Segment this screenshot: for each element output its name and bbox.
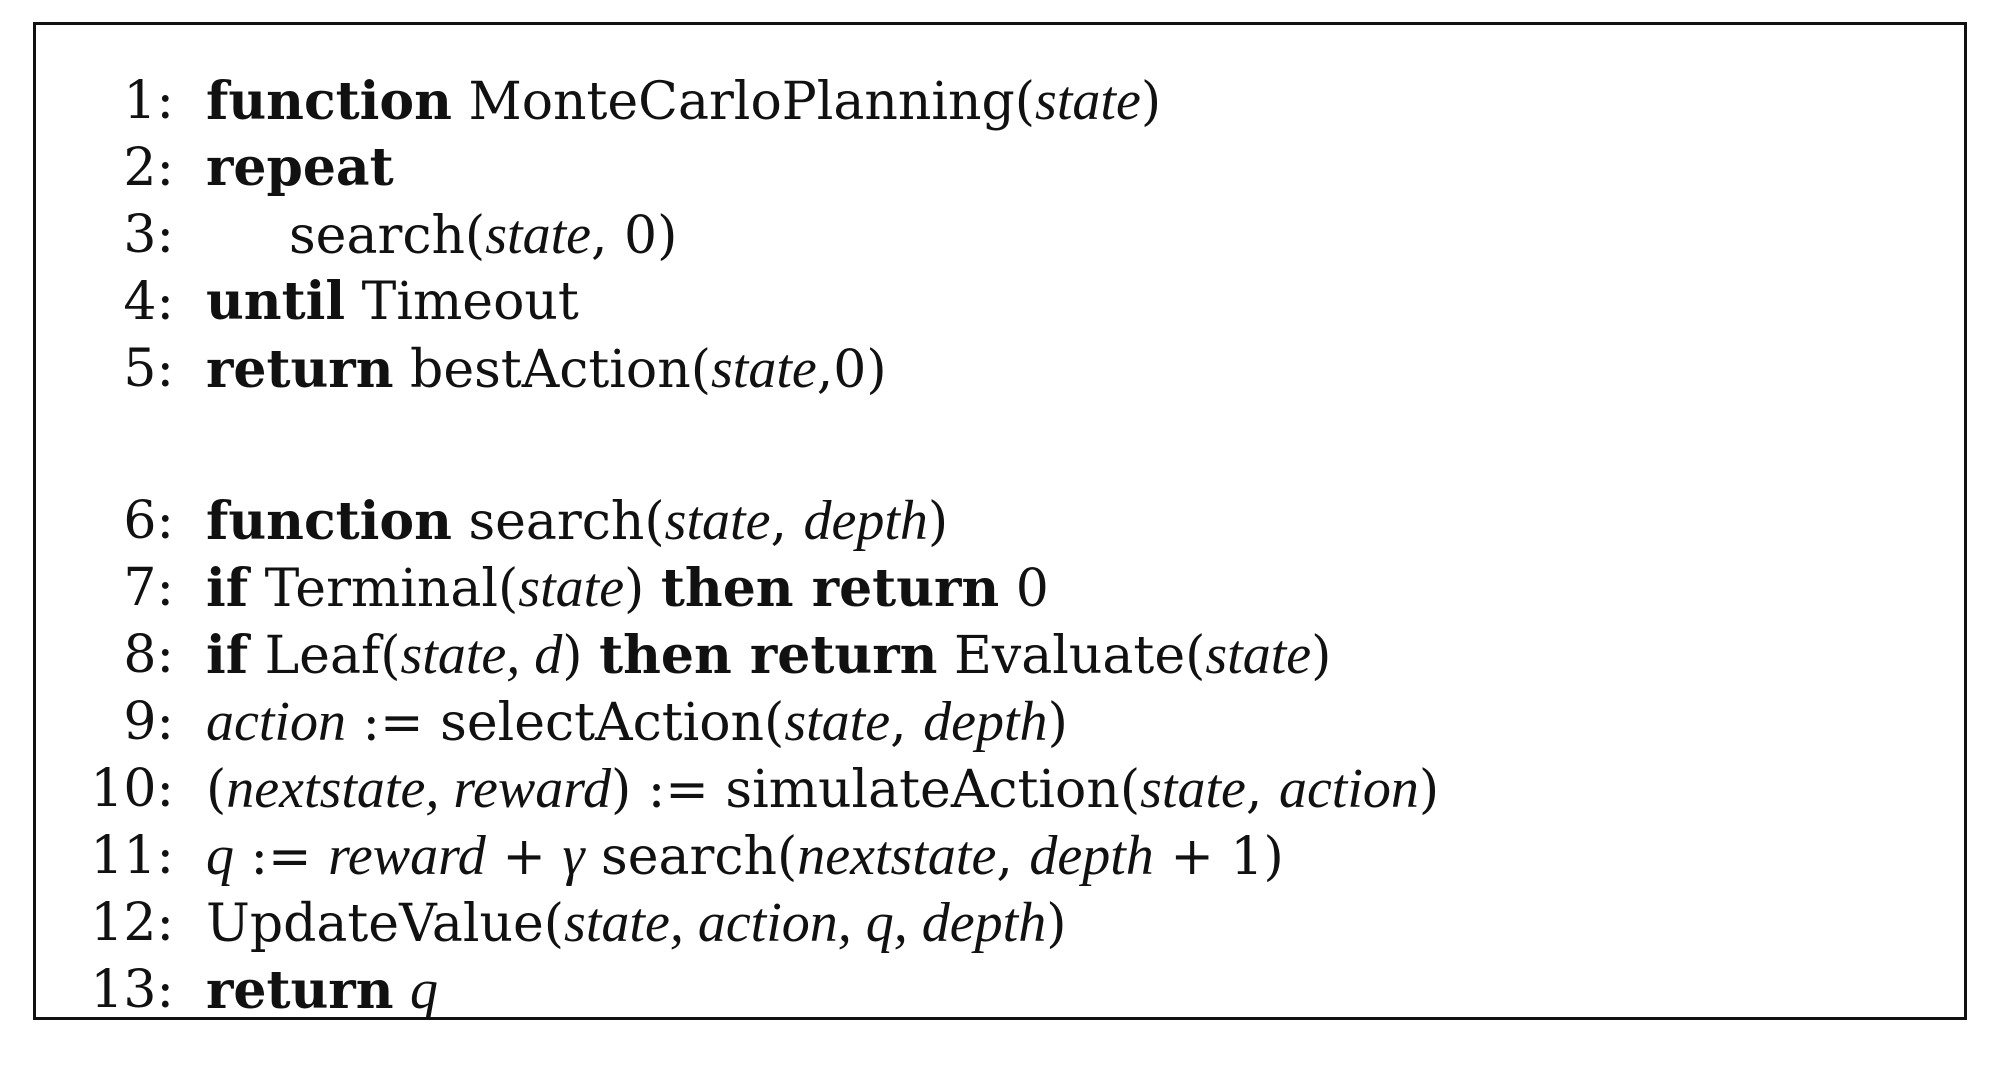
variable: state, action, q, depth — [564, 892, 1047, 954]
code-text: Leaf( — [248, 626, 401, 686]
variable: nextstate, reward — [226, 758, 611, 820]
line-number: 11: — [90, 826, 174, 886]
keyword: then return — [660, 558, 1000, 619]
keyword: return — [206, 960, 394, 1021]
keyword: function — [206, 71, 452, 132]
line-content: (nextstate, reward) := simulateAction(st… — [206, 758, 1439, 821]
code-text: ) — [624, 559, 661, 619]
code-text: ) — [927, 492, 949, 552]
code-text: Terminal( — [248, 559, 519, 619]
code-text: , — [996, 827, 1030, 887]
line-number: 13: — [90, 960, 174, 1020]
code-text: search( — [451, 492, 665, 552]
line-content: q := reward + γ search(nextstate, depth … — [206, 825, 1284, 888]
line-number: 2: — [123, 138, 174, 198]
variable: reward — [328, 825, 486, 887]
code-text: 0 — [999, 559, 1049, 619]
line-number: 5: — [123, 339, 174, 399]
line-content: until Timeout — [206, 271, 579, 333]
line-number: 6: — [123, 491, 174, 551]
code-text: ) — [1046, 894, 1067, 954]
line-number: 4: — [123, 272, 174, 332]
variable: depth — [803, 490, 928, 552]
code-text: , 0) — [590, 206, 678, 266]
code-text: UpdateValue( — [206, 894, 565, 954]
line-number: 1: — [123, 71, 174, 131]
code-text: + 1) — [1153, 827, 1284, 887]
code-text: ) — [1311, 626, 1332, 686]
variable: q — [410, 959, 439, 1021]
line-content: function MonteCarloPlanning(state) — [206, 70, 1161, 133]
variable: γ — [562, 825, 585, 887]
code-text: ) — [1140, 72, 1162, 132]
variable: action — [1278, 758, 1419, 820]
variable: q — [206, 825, 234, 887]
code-text: Evaluate( — [937, 626, 1206, 686]
variable: state — [1035, 70, 1141, 132]
line-number: 9: — [123, 692, 174, 752]
algorithm-box: 1: function MonteCarloPlanning(state) 2:… — [33, 22, 1967, 1022]
line-number: 7: — [123, 558, 174, 618]
code-text: MonteCarloPlanning( — [451, 72, 1036, 132]
line-content: return q — [206, 959, 438, 1022]
line-content: search(state, 0) — [289, 204, 677, 267]
variable: depth — [923, 691, 1048, 753]
code-text: ) — [562, 626, 600, 686]
code-text: ) — [1418, 760, 1440, 820]
code-text: , — [770, 492, 804, 552]
code-text: , — [1245, 760, 1279, 820]
code-text: ( — [206, 760, 227, 820]
variable: state — [518, 557, 625, 619]
keyword: repeat — [206, 137, 394, 198]
line-content: return bestAction(state,0) — [206, 338, 887, 401]
code-text: search( — [584, 827, 798, 887]
line-content: UpdateValue(state, action, q, depth) — [206, 892, 1067, 955]
line-content: if Leaf(state, d) then return Evaluate(s… — [206, 624, 1331, 687]
variable: action — [206, 691, 346, 753]
code-text: bestAction( — [393, 340, 711, 400]
line-number: 12: — [90, 893, 174, 953]
variable: state — [664, 490, 771, 552]
code-text: ) := simulateAction( — [610, 760, 1141, 820]
code-text — [394, 961, 411, 1021]
code-text: search( — [289, 206, 486, 266]
code-text: ) — [1047, 693, 1068, 753]
line-number: 3: — [123, 205, 174, 265]
code-text: ,0) — [816, 340, 887, 400]
keyword: return — [206, 339, 394, 400]
keyword: then return — [599, 625, 938, 686]
code-text: + — [485, 827, 563, 887]
variable: depth — [1029, 825, 1154, 887]
variable: state — [485, 204, 591, 266]
variable: state — [784, 691, 891, 753]
line-content: action := selectAction(state, depth) — [206, 691, 1068, 754]
keyword: if — [206, 625, 249, 686]
code-text: := — [234, 827, 329, 887]
code-text: := selectAction( — [345, 693, 785, 753]
line-content: function search(state, depth) — [206, 490, 948, 553]
variable: state — [710, 338, 817, 400]
line-content: if Terminal(state) then return 0 — [206, 557, 1049, 620]
keyword: function — [206, 491, 452, 552]
line-content: repeat — [206, 137, 394, 199]
variable: nextstate — [797, 825, 997, 887]
line-number: 8: — [123, 625, 174, 685]
variable: state — [1140, 758, 1246, 820]
code-text: , — [890, 693, 924, 753]
line-number: 10: — [90, 759, 174, 819]
variable: state — [1205, 624, 1312, 686]
variable: state, d — [400, 624, 563, 686]
keyword: until — [206, 271, 346, 332]
keyword: if — [206, 558, 249, 619]
code-text: Timeout — [345, 272, 579, 332]
